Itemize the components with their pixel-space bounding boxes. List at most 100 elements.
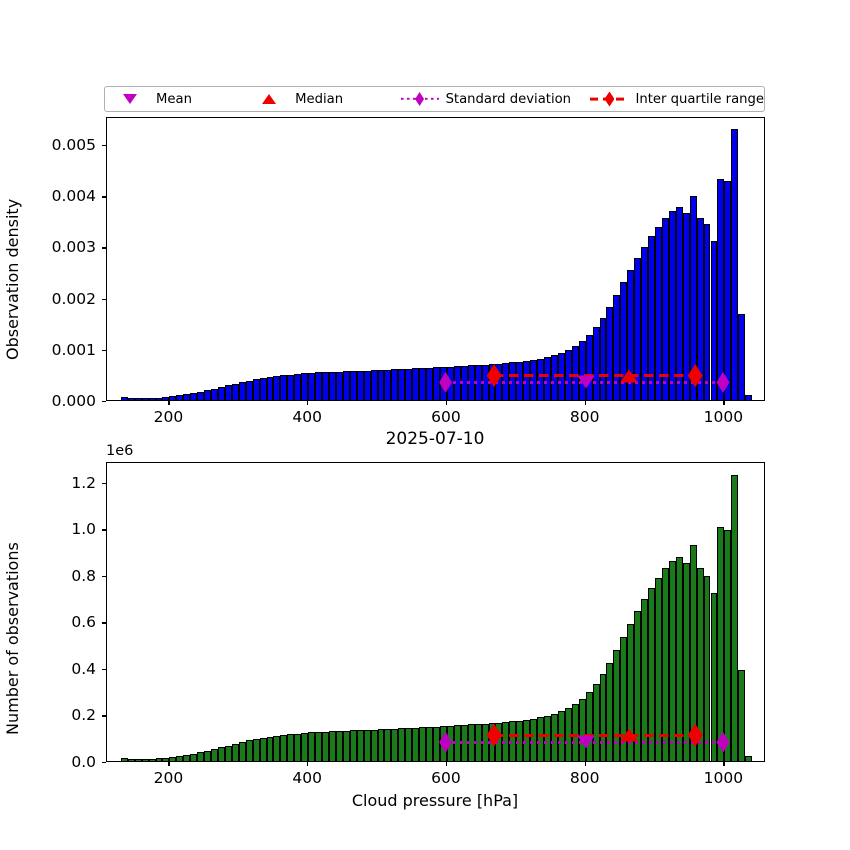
- y-axis-tick: [102, 762, 106, 764]
- histogram-bar: [384, 369, 392, 400]
- histogram-bar: [183, 755, 191, 761]
- histogram-bar: [363, 370, 371, 400]
- number-of-observations-plot: [106, 462, 765, 762]
- mean-marker: [576, 375, 595, 389]
- histogram-bar: [592, 327, 600, 400]
- histogram-bar: [328, 731, 336, 761]
- histogram-bar: [544, 715, 551, 761]
- standard-deviation-low-marker: [439, 731, 453, 753]
- histogram-bar: [266, 736, 274, 761]
- inter-quartile-range-line: [494, 733, 696, 737]
- legend-entry-standard-deviation: Standard deviation: [400, 87, 591, 111]
- histogram-bar: [620, 636, 628, 761]
- x-axis-tick-label: 200: [153, 408, 184, 426]
- y-axis-tick-label: 0.2: [71, 706, 96, 725]
- histogram-bar: [141, 759, 149, 761]
- legend-entry-inter-quartile-range: Inter quartile range: [590, 87, 764, 111]
- histogram-bar: [197, 752, 205, 761]
- inter-quartile-range-q1-marker: [486, 364, 502, 388]
- y-axis-tick: [102, 196, 106, 198]
- legend-entry-median: Median: [250, 87, 400, 111]
- legend-label-standard-deviation: Standard deviation: [445, 91, 572, 107]
- x-axis-tick: [723, 762, 725, 766]
- y-axis-tick-label: 0.000: [51, 392, 96, 410]
- x-axis-tick: [307, 401, 309, 405]
- histogram-bar: [523, 360, 531, 400]
- histogram-bar: [585, 334, 593, 400]
- histogram-bar: [516, 361, 524, 400]
- histogram-bar: [689, 195, 697, 400]
- histogram-bar: [661, 568, 669, 761]
- histogram-bar: [627, 623, 635, 761]
- histogram-bar: [412, 368, 420, 400]
- legend: Mean Median Standard deviation Inter qua…: [104, 86, 765, 112]
- y-axis-tick-label: 0.005: [51, 136, 96, 155]
- histogram-bar: [162, 757, 170, 761]
- histogram-bar: [717, 178, 725, 400]
- triangle-up-icon: [250, 89, 288, 109]
- histogram-bar: [259, 737, 267, 761]
- histogram-bar: [377, 370, 385, 400]
- histogram-bar: [349, 371, 357, 400]
- histogram-bar: [523, 719, 531, 761]
- y-axis-tick: [102, 622, 106, 624]
- x-axis-label: Cloud pressure [hPa]: [351, 791, 519, 810]
- histogram-bar: [745, 756, 753, 761]
- x-axis-tick-label: 600: [431, 769, 461, 787]
- x-axis-tick: [584, 762, 586, 766]
- y-axis-tick: [102, 247, 106, 249]
- y-axis-tick-label: 1.2: [71, 473, 96, 492]
- histogram-bar: [370, 729, 378, 761]
- x-axis-tick: [445, 762, 448, 766]
- histogram-bar: [412, 727, 420, 761]
- diamond-dotted-line-icon: [400, 89, 439, 109]
- x-axis-tick-label: 1000: [703, 769, 744, 787]
- histogram-bar: [224, 385, 232, 400]
- y-axis-tick-label: 0.6: [71, 613, 96, 632]
- histogram-bar: [384, 728, 392, 761]
- y-axis-label-top: Observation density: [3, 198, 22, 360]
- histogram-bar: [419, 368, 427, 400]
- x-axis-tick-label: 800: [569, 408, 600, 426]
- histogram-bar: [356, 370, 364, 400]
- histogram-bar: [419, 727, 427, 761]
- histogram-bar: [634, 610, 642, 761]
- histogram-bar: [648, 236, 655, 400]
- histogram-bar: [668, 210, 676, 400]
- histogram-bar: [148, 758, 156, 761]
- histogram-bar: [211, 749, 218, 761]
- observation-density-plot-area: [107, 118, 764, 400]
- histogram-bar: [641, 598, 649, 761]
- histogram-bar: [127, 398, 135, 400]
- histogram-bar: [245, 740, 253, 761]
- y-axis-tick: [102, 668, 106, 671]
- histogram-bar: [120, 757, 128, 761]
- y-axis-tick-label: 0.001: [51, 340, 96, 359]
- legend-entry-mean: Mean: [111, 87, 250, 111]
- inter-quartile-range-q3-marker: [687, 723, 703, 747]
- histogram-bar: [398, 728, 406, 761]
- histogram-bar: [710, 593, 718, 761]
- histogram-bar: [141, 398, 149, 400]
- histogram-bar: [301, 373, 309, 400]
- y-axis-tick-label: 0.002: [51, 289, 96, 308]
- legend-label-mean: Mean: [156, 91, 192, 107]
- histogram-bar: [655, 226, 662, 400]
- y-axis-tick: [102, 715, 106, 717]
- histogram-bar: [322, 731, 329, 761]
- histogram-bar: [134, 398, 142, 400]
- y-axis-tick: [102, 529, 106, 531]
- histogram-bar: [675, 556, 683, 761]
- histogram-bar: [266, 376, 274, 400]
- histogram-bar: [363, 729, 371, 761]
- histogram-bar: [328, 371, 336, 400]
- y-axis-offset-text: 1e6: [106, 443, 134, 459]
- x-axis-tick-label: 600: [431, 408, 461, 426]
- y-axis-tick: [102, 145, 106, 147]
- histogram-bar: [592, 684, 600, 761]
- histogram-bar: [252, 379, 260, 400]
- histogram-bar: [127, 759, 135, 761]
- histogram-bar: [370, 370, 378, 400]
- histogram-bar: [578, 340, 586, 400]
- inter-quartile-range-q1-marker: [486, 723, 502, 747]
